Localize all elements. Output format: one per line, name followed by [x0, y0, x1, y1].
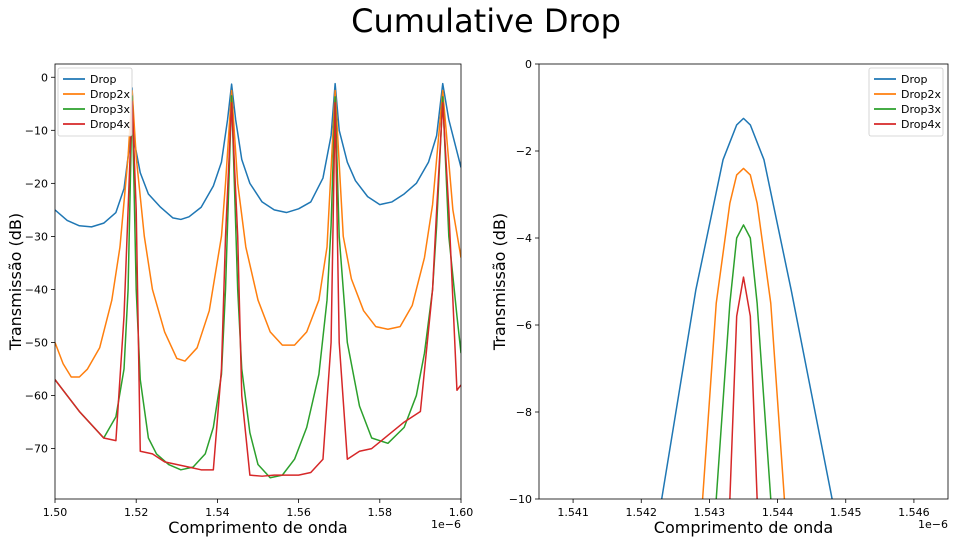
right-x-offset-label: 1e−6: [918, 518, 948, 531]
left-x-tick-label: 1.60: [449, 506, 474, 519]
left-legend-label: Drop: [90, 73, 116, 86]
right-y-axis-label: Transmissão (dB): [490, 213, 509, 351]
right-legend-label: Drop3x: [901, 103, 941, 116]
right-y-tick-label: −4: [516, 232, 532, 245]
right-series-drop: [660, 117, 833, 499]
left-x-tick-label: 1.58: [368, 506, 393, 519]
right-x-tick-label: 1.541: [557, 506, 589, 519]
right-y-tick-label: −2: [516, 145, 532, 158]
right-legend: Drop Drop2x Drop3x Drop4x: [868, 67, 944, 137]
left-x-tick-label: 1.56: [286, 506, 311, 519]
left-plot: Transmissão (dB) Comprimento de onda 1e−…: [6, 63, 474, 537]
right-series-drop2x: [701, 167, 786, 499]
figure-title: Cumulative Drop: [351, 2, 621, 40]
right-legend-label: Drop2x: [901, 88, 941, 101]
right-legend-label: Drop: [901, 73, 927, 86]
left-y-tick-label: −30: [25, 230, 48, 243]
right-x-tick-label: 1.545: [830, 506, 862, 519]
right-series-drop3x: [715, 224, 772, 499]
left-y-tick-label: 0: [41, 71, 48, 84]
right-series-drop4x: [729, 276, 758, 499]
left-axes-frame: [54, 63, 462, 500]
right-axes-frame: [538, 63, 949, 500]
left-y-tick-label: −60: [25, 390, 48, 403]
right-x-tick-label: 1.544: [762, 506, 794, 519]
left-series-drop3x: [55, 95, 461, 479]
left-legend-label: Drop4x: [90, 118, 130, 131]
left-series-drop4x: [55, 100, 461, 477]
right-x-tick-label: 1.543: [694, 506, 726, 519]
left-y-tick-label: −70: [25, 443, 48, 456]
right-x-tick-label: 1.542: [626, 506, 658, 519]
right-y-tick-label: −10: [509, 493, 532, 506]
left-legend: Drop Drop2x Drop3x Drop4x: [57, 67, 133, 137]
left-y-tick-label: −40: [25, 283, 48, 296]
right-y-tick-label: −8: [516, 406, 532, 419]
left-legend-label: Drop3x: [90, 103, 130, 116]
right-legend-label: Drop4x: [901, 118, 941, 131]
left-series-drop2x: [55, 89, 461, 378]
left-x-tick-label: 1.54: [205, 506, 230, 519]
left-x-tick-label: 1.52: [124, 506, 149, 519]
left-y-tick-label: −20: [25, 177, 48, 190]
left-y-tick-label: −50: [25, 337, 48, 350]
left-x-tick-label: 1.50: [43, 506, 68, 519]
right-x-axis-label: Comprimento de onda: [654, 518, 833, 537]
left-y-axis-label: Transmissão (dB): [6, 213, 25, 351]
left-y-tick-label: −10: [25, 124, 48, 137]
right-y-tick-label: −6: [516, 319, 532, 332]
right-y-tick-label: 0: [525, 58, 532, 71]
left-legend-label: Drop2x: [90, 88, 130, 101]
right-plot: Transmissão (dB) Comprimento de onda 1e−…: [490, 58, 949, 537]
left-x-axis-label: Comprimento de onda: [168, 518, 347, 537]
right-x-tick-label: 1.546: [898, 506, 930, 519]
left-x-offset-label: 1e−6: [431, 518, 461, 531]
